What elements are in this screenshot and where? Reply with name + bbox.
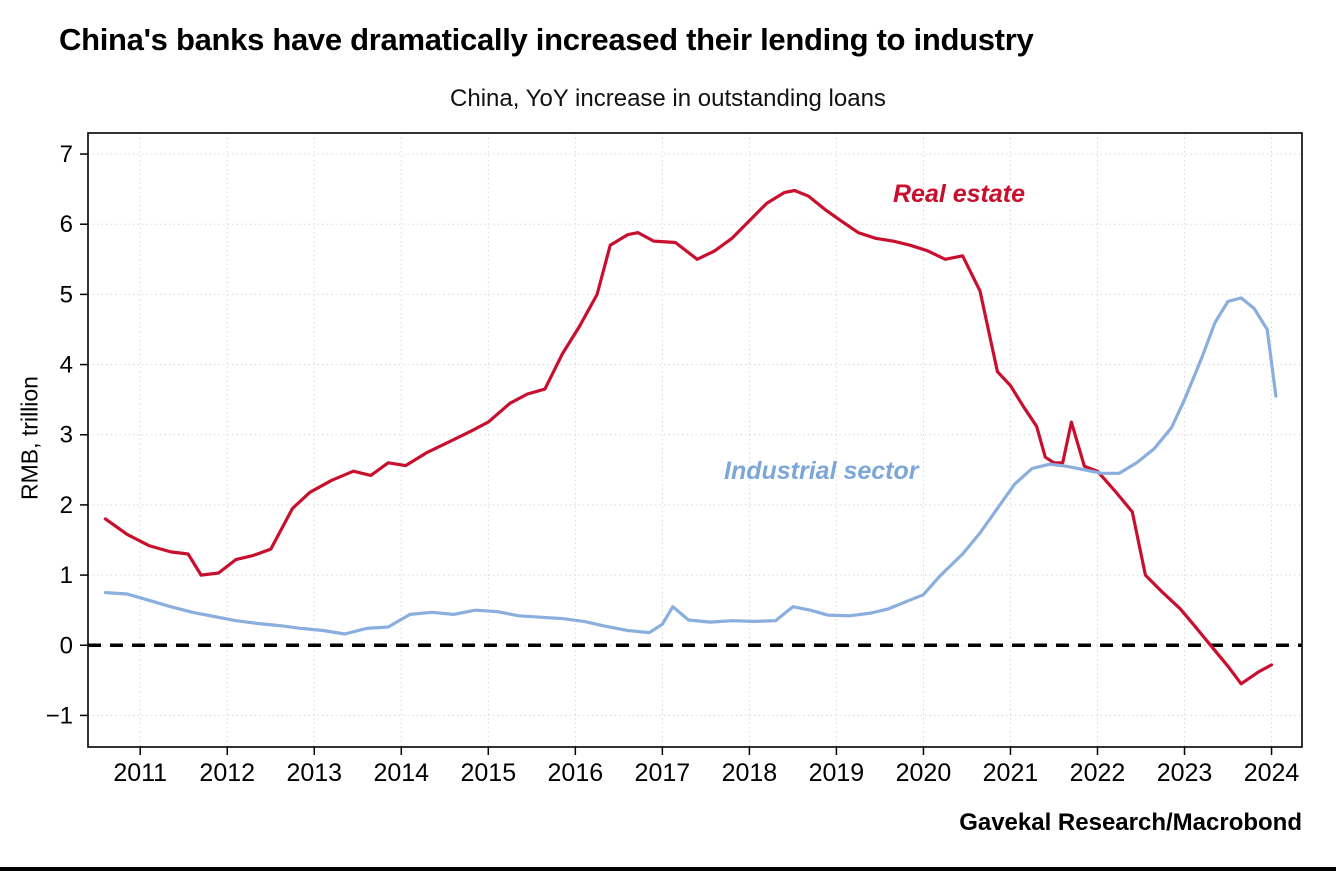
x-tick-label: 2021 bbox=[983, 759, 1039, 787]
chart-subtitle: China, YoY increase in outstanding loans bbox=[450, 85, 886, 112]
x-tick-label: 2022 bbox=[1070, 759, 1126, 787]
x-tick-label: 2011 bbox=[113, 759, 167, 787]
x-tick-label: 2015 bbox=[461, 759, 517, 787]
x-tick-label: 2017 bbox=[635, 759, 691, 787]
x-tick-label: 2018 bbox=[722, 759, 778, 787]
y-tick-label: 5 bbox=[60, 281, 73, 308]
x-tick-label: 2023 bbox=[1157, 759, 1213, 787]
industrial-sector-line bbox=[103, 296, 1278, 636]
y-tick-label: 7 bbox=[60, 141, 73, 168]
x-tick-label: 2013 bbox=[286, 759, 342, 787]
x-tick-label: 2020 bbox=[896, 759, 952, 787]
real-estate-line bbox=[103, 188, 1274, 686]
y-tick-label: 6 bbox=[60, 211, 73, 238]
x-tick-label: 2012 bbox=[199, 759, 255, 787]
page-title: China's banks have dramatically increase… bbox=[59, 22, 1034, 57]
plot-frame bbox=[87, 132, 1303, 748]
y-tick-label: 3 bbox=[60, 422, 73, 449]
y-tick-label: 1 bbox=[60, 562, 73, 589]
y-tick-label: 2 bbox=[60, 492, 73, 519]
x-tick-label: 2014 bbox=[373, 759, 429, 787]
real-estate-label: Real estate bbox=[893, 180, 1026, 208]
x-tick-label: 2016 bbox=[548, 759, 604, 787]
x-tick-label: 2024 bbox=[1244, 759, 1300, 787]
y-tick-label: 4 bbox=[60, 352, 73, 379]
industrial-sector-label: Industrial sector bbox=[724, 457, 919, 485]
x-tick-label: 2019 bbox=[809, 759, 865, 787]
y-tick-label: −1 bbox=[46, 702, 73, 729]
y-tick-label: 0 bbox=[60, 632, 73, 659]
y-axis-title: RMB, trillion bbox=[16, 376, 43, 500]
source-credit: Gavekal Research/Macrobond bbox=[959, 809, 1302, 836]
window-bottom-edge bbox=[0, 867, 1336, 871]
